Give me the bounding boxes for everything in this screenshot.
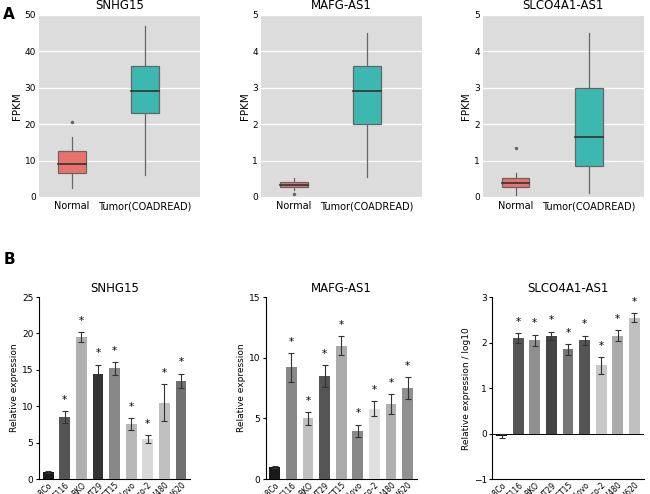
Bar	[496, 434, 507, 436]
Bar	[43, 472, 53, 479]
Text: *: *	[599, 341, 604, 351]
Text: *: *	[566, 328, 571, 337]
Text: *: *	[615, 314, 620, 324]
Text: *: *	[289, 336, 294, 347]
Text: *: *	[405, 361, 410, 371]
Bar	[131, 66, 159, 113]
Bar	[159, 403, 170, 479]
Text: B: B	[3, 252, 15, 267]
Bar	[125, 424, 136, 479]
Y-axis label: FPKM: FPKM	[240, 92, 250, 120]
Bar	[303, 418, 313, 479]
Bar	[76, 337, 86, 479]
Bar	[575, 87, 603, 166]
Text: *: *	[162, 368, 167, 378]
Y-axis label: FPKM: FPKM	[12, 92, 22, 120]
Text: *: *	[389, 378, 394, 388]
Title: MAFG-AS1: MAFG-AS1	[311, 282, 372, 294]
Bar	[612, 336, 623, 434]
Bar	[369, 409, 380, 479]
Bar	[286, 368, 297, 479]
Bar	[402, 388, 413, 479]
Text: *: *	[322, 349, 327, 359]
Text: *: *	[96, 348, 101, 359]
Text: *: *	[112, 345, 117, 356]
Y-axis label: Relative expression: Relative expression	[10, 344, 19, 432]
Bar	[352, 431, 363, 479]
Bar	[529, 340, 540, 434]
Bar	[385, 404, 396, 479]
Text: *: *	[356, 408, 360, 418]
Bar	[502, 178, 530, 187]
Bar	[319, 376, 330, 479]
Y-axis label: Relative expression / log10: Relative expression / log10	[462, 327, 471, 450]
Bar	[142, 439, 153, 479]
Bar	[562, 349, 573, 434]
Bar	[176, 381, 187, 479]
Title: MAFG-AS1: MAFG-AS1	[311, 0, 372, 12]
Text: *: *	[339, 320, 344, 329]
Title: SNHG15: SNHG15	[90, 282, 139, 294]
Text: *: *	[129, 402, 134, 412]
Title: SNHG15: SNHG15	[95, 0, 144, 12]
Bar	[596, 366, 606, 434]
Bar	[629, 318, 640, 434]
Title: SLCO4A1-AS1: SLCO4A1-AS1	[527, 282, 608, 294]
Bar	[58, 151, 86, 173]
Bar	[513, 338, 523, 434]
Bar	[546, 336, 557, 434]
Bar	[336, 346, 346, 479]
Text: A: A	[3, 7, 15, 22]
Text: *: *	[632, 296, 637, 307]
Y-axis label: Relative expression: Relative expression	[237, 344, 246, 432]
Y-axis label: FPKM: FPKM	[462, 92, 471, 120]
Text: *: *	[306, 396, 311, 406]
Bar	[353, 66, 381, 124]
Text: *: *	[145, 419, 150, 429]
Text: *: *	[582, 320, 587, 329]
Bar	[280, 182, 307, 187]
Text: *: *	[532, 319, 538, 329]
Text: *: *	[515, 317, 521, 327]
Text: *: *	[179, 357, 183, 367]
Bar	[92, 373, 103, 479]
Title: SLCO4A1-AS1: SLCO4A1-AS1	[523, 0, 604, 12]
Text: *: *	[79, 316, 84, 326]
Bar	[579, 340, 590, 434]
Text: *: *	[372, 385, 377, 395]
Text: *: *	[62, 395, 68, 405]
Bar	[109, 369, 120, 479]
Text: *: *	[549, 315, 554, 326]
Bar	[269, 467, 280, 479]
Bar	[59, 417, 70, 479]
